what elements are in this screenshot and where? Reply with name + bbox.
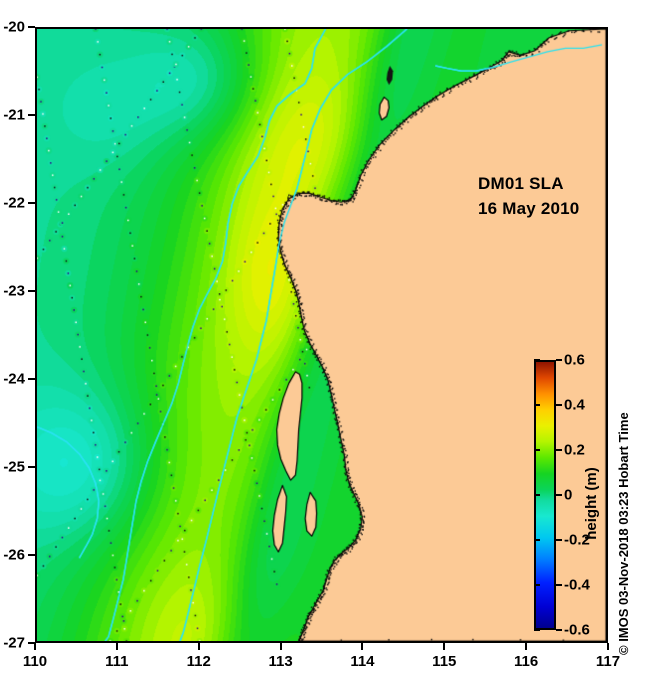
x-tick-label: 112 [186, 653, 211, 670]
x-tick-label: 111 [105, 653, 129, 670]
x-tick-mark [115, 643, 118, 650]
x-tick-mark [361, 643, 364, 650]
y-tick-mark [28, 114, 35, 116]
x-tick-mark [607, 643, 609, 650]
y-tick-label: -21 [3, 106, 25, 124]
y-tick-label: -23 [3, 282, 25, 300]
colorbar-tick-mark [556, 584, 562, 586]
y-tick-mark [28, 378, 35, 380]
map-title-line-2: 16 May 2010 [478, 198, 580, 218]
x-tick-mark [197, 643, 200, 650]
y-tick-mark [28, 26, 35, 28]
colorbar-tick-mark-inner [534, 494, 540, 496]
colorbar-tick-mark [556, 359, 562, 361]
y-tick-mark [28, 202, 35, 204]
x-tick-mark [34, 643, 36, 650]
colorbar-tick-mark-inner [534, 359, 540, 361]
copyright-notice: © IMOS 03-Nov-2018 03:23 Hobart Time [616, 412, 631, 655]
map-title-block: DM01 SLA 16 May 2010 [478, 172, 579, 221]
colorbar-tick-mark [556, 404, 562, 406]
y-tick-label: -25 [3, 458, 25, 476]
colorbar-tick-mark [556, 539, 562, 541]
y-tick-label: -24 [3, 370, 25, 388]
map-title-line-1: DM01 SLA [478, 174, 564, 193]
y-tick-mark [28, 466, 35, 468]
y-tick-label: -22 [3, 194, 25, 212]
x-tick-label: 115 [432, 653, 457, 670]
y-tick-mark [28, 642, 35, 644]
colorbar-tick-mark [556, 629, 562, 631]
y-tick-mark [28, 290, 35, 292]
colorbar-tick-mark-inner [534, 404, 540, 406]
colorbar-tick-label: -0.6 [564, 621, 590, 639]
colorbar-tick-mark-inner [534, 584, 540, 586]
colorbar-tick-label: 0 [564, 486, 573, 504]
x-tick-mark [525, 643, 528, 650]
colorbar-tick-label: 0.4 [564, 396, 585, 414]
x-tick-label: 117 [595, 653, 621, 670]
y-tick-label: -20 [3, 18, 25, 36]
y-tick-mark [28, 554, 35, 556]
map-plot-area[interactable] [35, 27, 608, 643]
colorbar-axis-label: height (m) [583, 467, 600, 540]
x-tick-label: 113 [268, 653, 293, 670]
colorbar-tick-mark [556, 494, 562, 496]
y-tick-label: -27 [3, 634, 25, 652]
colorbar-tick-label: 0.6 [564, 351, 585, 369]
y-tick-label: -26 [3, 546, 25, 564]
x-tick-mark [279, 643, 282, 650]
colorbar-tick-label: -0.2 [564, 531, 590, 549]
colorbar-tick-mark-inner [534, 539, 540, 541]
x-tick-label: 110 [22, 653, 48, 670]
x-tick-label: 116 [514, 653, 539, 670]
x-tick-label: 114 [350, 653, 375, 670]
coastline-and-tracks-canvas [37, 29, 606, 641]
colorbar-tick-label: -0.4 [564, 576, 590, 594]
colorbar[interactable]: 0.6 0.4 0.2 0 -0.2 -0.4 -0.6 height (m) [534, 352, 608, 639]
colorbar-tick-label: 0.2 [564, 441, 585, 459]
colorbar-tick-mark-inner [534, 629, 540, 631]
colorbar-tick-mark-inner [534, 449, 540, 451]
x-tick-mark [443, 643, 446, 650]
colorbar-tick-mark [556, 449, 562, 451]
